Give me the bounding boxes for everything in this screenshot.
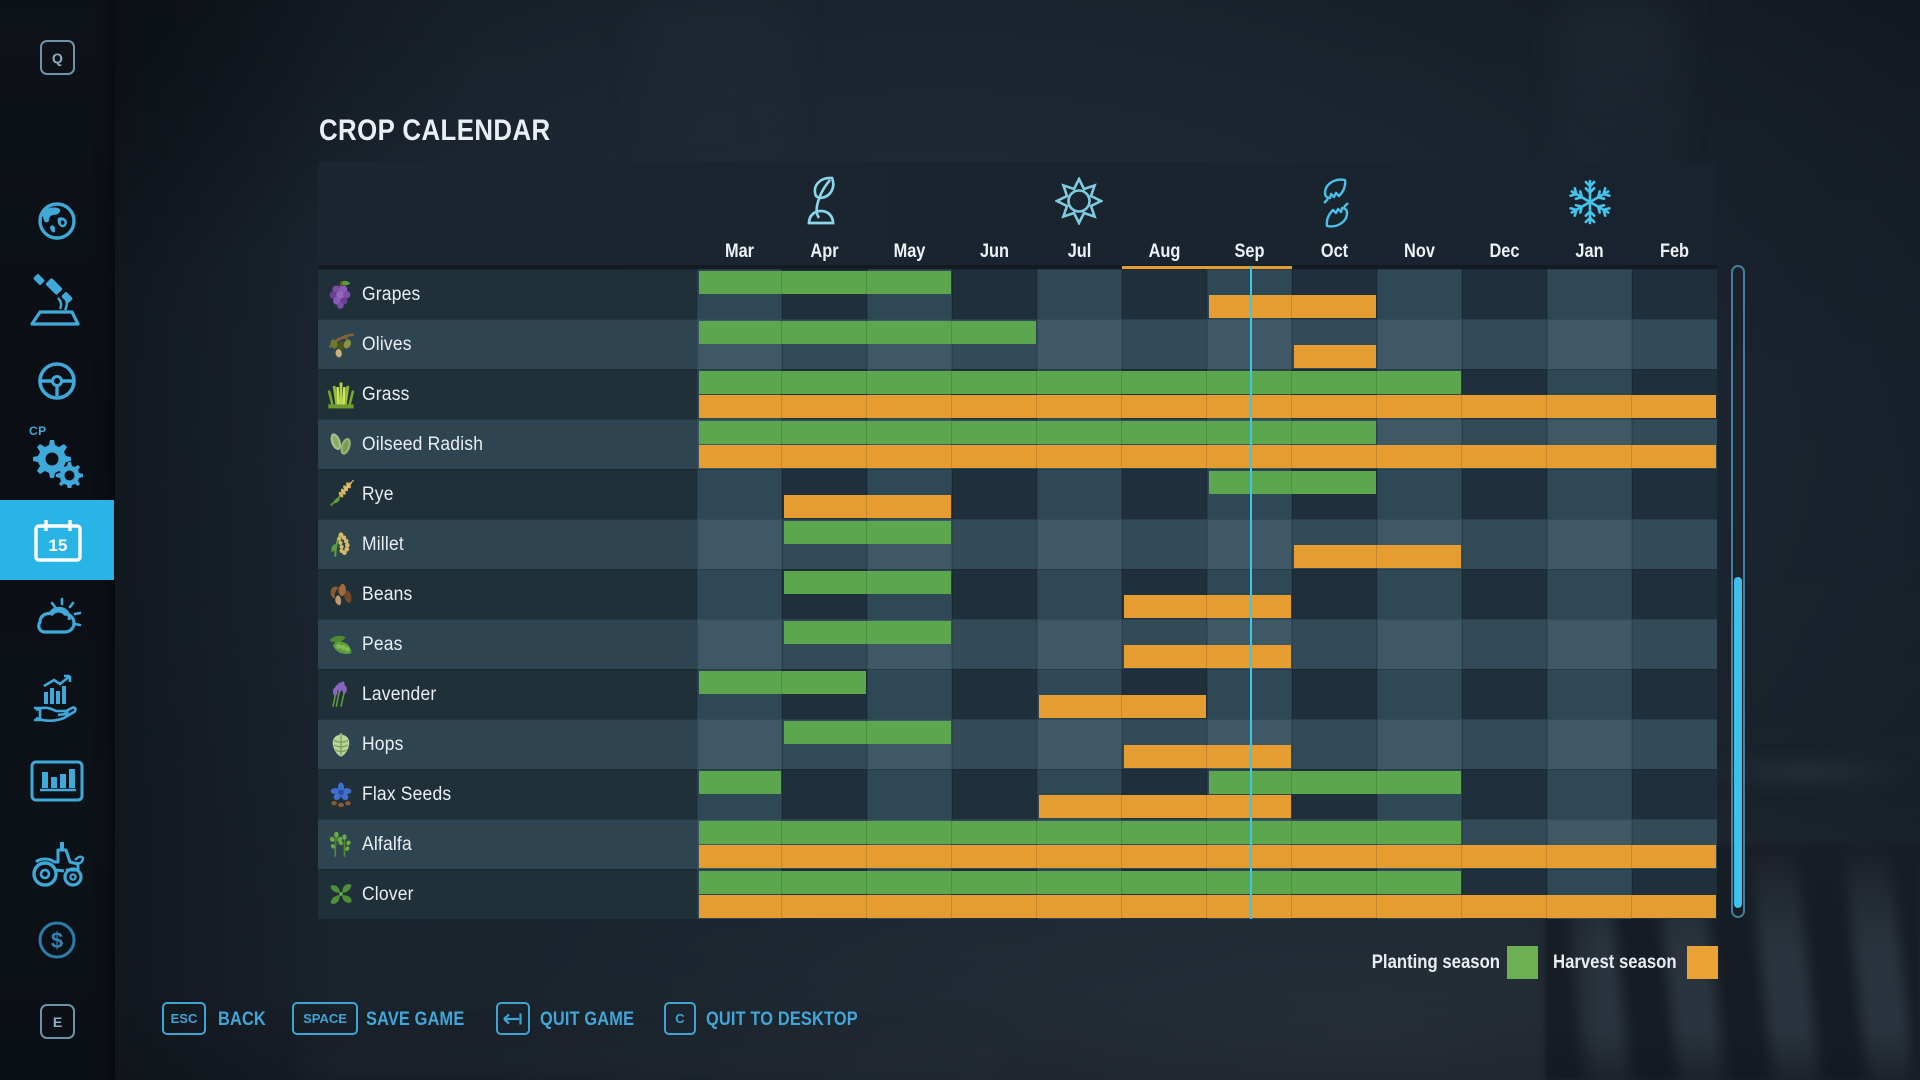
svg-text:$: $ [51, 928, 63, 953]
svg-text:15: 15 [49, 536, 68, 555]
